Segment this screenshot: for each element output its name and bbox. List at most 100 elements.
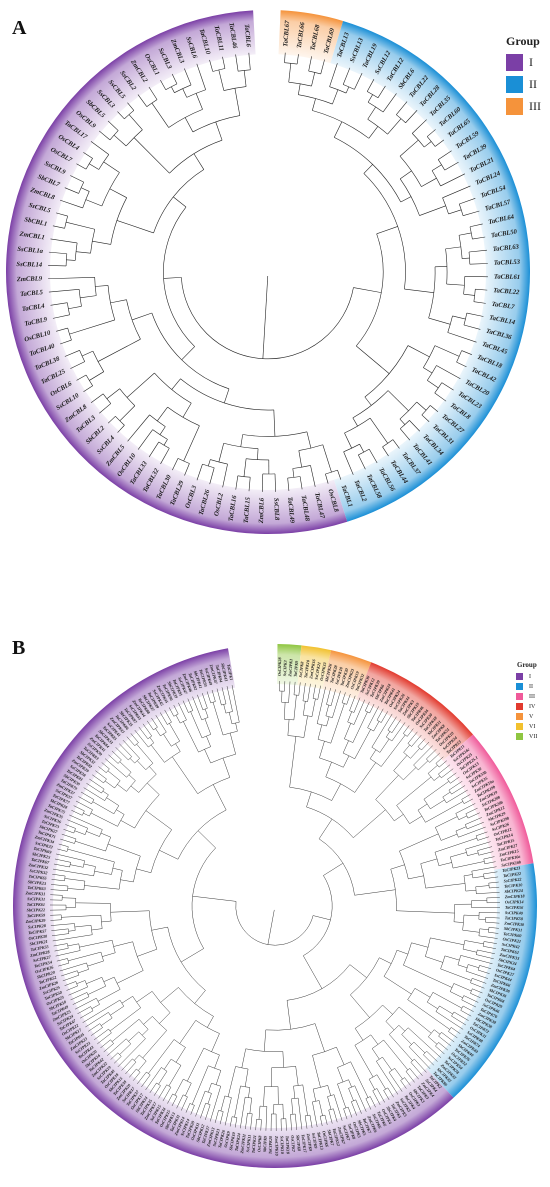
tree-branch: [136, 743, 154, 764]
tree-branch: [405, 1071, 415, 1083]
tree-branch: [146, 720, 154, 731]
tree-branch: [483, 856, 495, 860]
tree-branch: [379, 957, 392, 964]
tree-branch: [224, 388, 230, 404]
tree-branch: [413, 1041, 426, 1054]
leaf-label: TaCIPK61: [27, 902, 45, 907]
tree-branch: [56, 853, 85, 861]
tree-branch: [407, 1027, 442, 1059]
leaf-label: TaCBL53: [494, 259, 521, 267]
tree-branch: [127, 414, 150, 442]
tree-branch: [197, 830, 216, 849]
tree-branch: [214, 1054, 220, 1069]
tree-branch: [396, 949, 408, 955]
tree-branch: [147, 782, 160, 795]
tree-branch: [68, 986, 88, 996]
tree-branch: [428, 1029, 435, 1037]
tree-branch: [91, 1004, 100, 1009]
tree-branch: [151, 717, 158, 728]
tree-branch: [354, 1034, 371, 1046]
tree-branch: [351, 1099, 356, 1102]
tree-branch: [145, 1067, 162, 1091]
tree-branch: [163, 206, 195, 347]
tree-branch: [365, 1098, 372, 1110]
tree-branch: [235, 475, 239, 490]
tree-branch: [218, 443, 225, 463]
tree-branch: [71, 810, 83, 816]
tree-branch: [137, 1071, 147, 1085]
leaf-label: SbCIPK26: [324, 662, 333, 682]
tree-branch: [248, 477, 251, 492]
leaf-label: TaCIPK59: [27, 912, 46, 918]
leaf-label: SsCIPK29b: [489, 815, 509, 827]
tree-branch: [333, 121, 343, 138]
tree-branch: [62, 897, 76, 899]
tree-branch: [234, 1085, 241, 1118]
tree-branch: [359, 444, 365, 453]
tree-branch: [229, 732, 236, 755]
leaf-label: TaCIPK54: [34, 959, 53, 968]
tree-branch: [286, 1000, 291, 1030]
tree-branch: [409, 1068, 419, 1080]
tree-branch: [119, 743, 132, 757]
tree-branch: [462, 929, 480, 933]
tree-branch: [458, 235, 463, 259]
tree-branch: [344, 738, 353, 743]
tree-branch: [291, 1097, 299, 1099]
tree-branch: [441, 382, 454, 391]
leaf-label: SsCBL14: [16, 261, 43, 269]
tree-branch: [51, 928, 69, 931]
tree-branch: [407, 731, 418, 744]
tree-branch: [212, 68, 226, 72]
tree-branch: [334, 137, 402, 203]
tree-branch: [160, 448, 170, 465]
tree-branch: [343, 451, 354, 475]
leaf-label: TaCIPK22: [503, 871, 522, 878]
tree-branch: [320, 59, 325, 74]
tree-branch: [425, 883, 466, 889]
tree-branch: [371, 1048, 380, 1060]
tree-branch: [451, 1027, 461, 1034]
tree-branch: [314, 1023, 325, 1052]
tree-branch: [326, 704, 332, 706]
tree-branch: [396, 910, 455, 914]
tree-branch: [483, 871, 498, 875]
tree-branch: [365, 701, 370, 711]
tree-branch: [332, 89, 339, 105]
tree-branch: [137, 429, 153, 450]
tree-branch: [388, 1072, 403, 1092]
leaf-label: SbCIPK36: [488, 987, 508, 999]
tree-branch: [467, 812, 480, 819]
leaf-label: SsCIPK22: [503, 877, 521, 884]
tree-branch: [455, 830, 459, 838]
tree-branch: [87, 960, 104, 967]
tree-branch: [399, 418, 406, 425]
tree-branch: [184, 68, 192, 86]
leaf-label: TaCIPK8: [347, 1123, 357, 1141]
tree-branch: [206, 736, 211, 747]
tree-branch: [442, 185, 471, 199]
tree-branch: [132, 941, 144, 971]
tree-branch: [417, 738, 426, 747]
tree-branch: [273, 409, 276, 437]
tree-branch: [368, 1079, 376, 1090]
leaf-label: ZmCBL6: [258, 497, 266, 524]
leaf-label: SsCIPK28: [28, 923, 47, 930]
leaf-label: TaCBL7: [491, 301, 515, 311]
leaf-label: TaCBL22: [493, 287, 520, 296]
tree-branch: [383, 1039, 409, 1071]
tree-branch: [150, 744, 165, 763]
leaf-label: SsCIPK26: [491, 821, 510, 832]
tree-branch: [210, 701, 216, 704]
tree-branch: [290, 1114, 292, 1131]
tree-branch: [425, 956, 443, 963]
panel-a-legend-title: Group: [506, 34, 540, 48]
tree-branch: [472, 988, 483, 994]
tree-branch: [187, 698, 194, 711]
tree-branch: [441, 768, 454, 779]
tree-branch: [263, 1086, 265, 1107]
tree-branch: [240, 434, 243, 447]
tree-branch: [399, 850, 409, 879]
tree-branch: [84, 885, 120, 890]
tree-branch: [179, 1020, 196, 1044]
